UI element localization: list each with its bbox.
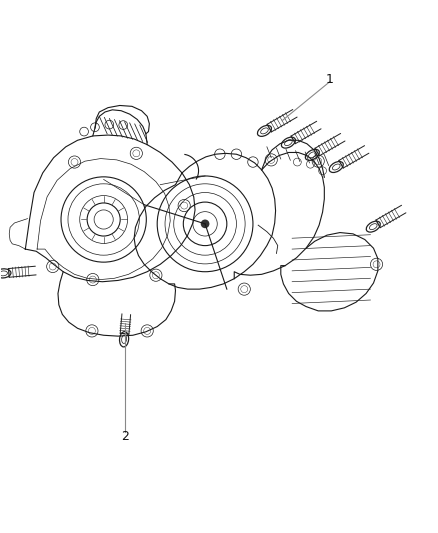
Text: 2: 2: [121, 430, 129, 443]
Text: 1: 1: [326, 73, 334, 86]
Circle shape: [201, 220, 209, 228]
